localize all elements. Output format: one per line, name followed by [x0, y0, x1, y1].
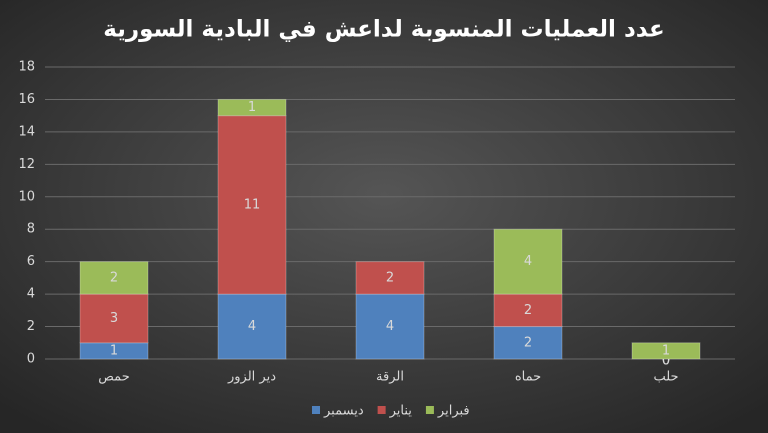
x-tick-label: حلب [653, 370, 678, 385]
bar-segment [493, 293, 563, 328]
data-label: 2 [386, 270, 394, 285]
legend-swatch [425, 406, 434, 414]
chart-title: عدد العمليات المنسوبة لداعش في البادية ا… [103, 17, 665, 43]
data-label: 0 [662, 354, 670, 369]
y-tick-label: 8 [27, 222, 35, 237]
data-label: 2 [110, 270, 118, 285]
bar-segment [79, 293, 149, 344]
y-tick-label: 16 [18, 92, 35, 107]
x-tick-label: حماه [515, 370, 541, 385]
legend-label: ديسمبر [323, 404, 364, 419]
y-tick-label: 10 [18, 189, 35, 204]
y-tick-label: 14 [18, 124, 35, 139]
data-label: 1 [110, 343, 118, 358]
bar-segment [355, 261, 425, 295]
data-label: 2 [524, 303, 532, 318]
y-tick-label: 2 [27, 319, 35, 334]
y-tick-label: 4 [27, 287, 35, 302]
bar-segment [79, 261, 149, 295]
data-label: 4 [524, 254, 532, 269]
data-label: 1 [662, 343, 670, 358]
bar-segment [217, 115, 287, 295]
bar-segment [493, 228, 563, 295]
x-tick-label: دير الزور [227, 370, 276, 385]
data-label: 4 [248, 319, 256, 334]
data-label: 2 [524, 335, 532, 350]
legend-swatch [377, 406, 386, 414]
data-label: 11 [244, 197, 261, 212]
data-label: 0 [662, 354, 670, 369]
data-label: 1 [248, 100, 256, 115]
y-tick-label: 0 [27, 352, 35, 367]
data-label: 4 [386, 319, 394, 334]
y-tick-label: 12 [18, 157, 35, 172]
bar-segment [355, 293, 425, 360]
x-tick-label: الرقة [376, 370, 404, 385]
data-label: 3 [110, 311, 118, 326]
legend-label: يناير [389, 404, 413, 419]
legend-swatch [312, 406, 320, 414]
y-tick-label: 6 [27, 254, 35, 269]
x-tick-label: حمص [98, 370, 129, 385]
bar-segment [217, 98, 287, 117]
y-tick-label: 18 [18, 60, 35, 75]
legend-label: فبراير [437, 404, 470, 419]
bar-segment [631, 342, 701, 360]
bar-segment [217, 293, 287, 360]
